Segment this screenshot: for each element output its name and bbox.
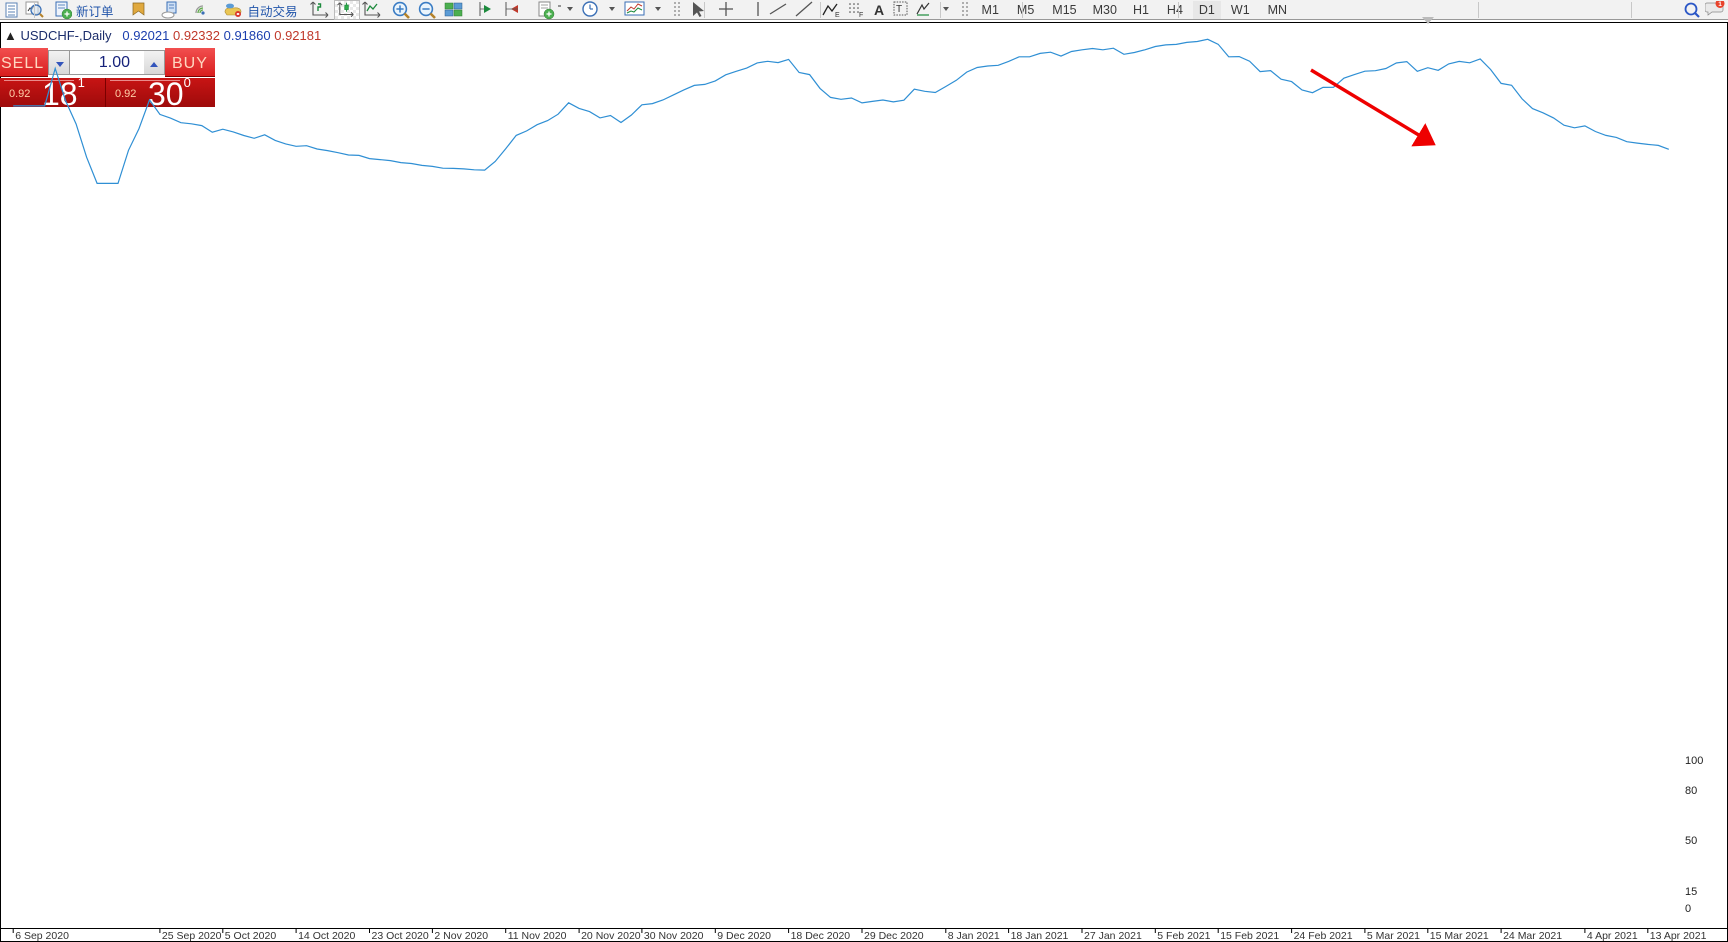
- svg-text:T: T: [896, 4, 902, 15]
- svg-text:F: F: [859, 12, 863, 19]
- svg-text:A: A: [874, 2, 884, 18]
- svg-text:1: 1: [1718, 1, 1722, 8]
- svg-text:E: E: [835, 12, 840, 19]
